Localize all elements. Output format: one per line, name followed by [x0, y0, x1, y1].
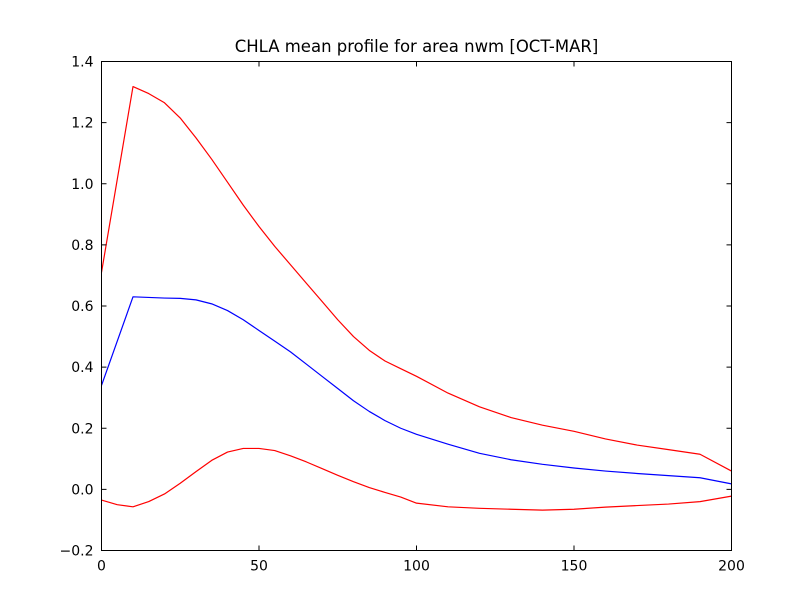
y-tick-label: 0.4 — [71, 360, 93, 376]
x-tick-label: 50 — [250, 559, 268, 575]
x-tick-label: 100 — [403, 559, 430, 575]
plot-frame — [101, 61, 732, 551]
series-line-2 — [100, 85, 732, 472]
y-tick-label: 1.0 — [71, 177, 93, 193]
series-layer — [100, 85, 732, 511]
series-line-3 — [101, 447, 732, 511]
y-tick-label: 0.8 — [71, 238, 93, 254]
y-tick-label: 0.6 — [71, 299, 93, 315]
y-tick-label: 1.4 — [71, 55, 93, 71]
y-tick-label: −0.2 — [60, 544, 94, 560]
x-tick-label: 150 — [561, 559, 588, 575]
x-tick-label: 200 — [718, 559, 745, 575]
series-line-1 — [100, 296, 732, 485]
y-tick-label: 0.2 — [71, 421, 93, 437]
chart-title: CHLA mean profile for area nwm [OCT-MAR] — [235, 37, 599, 56]
y-tick-label: 0.0 — [71, 482, 93, 498]
ticks-layer: 0 50 100 150 200 −0.2 0.0 0.2 0.4 0.6 0.8 1.0 1.2 1.4 — [60, 55, 745, 575]
y-tick-label: 1.2 — [71, 116, 93, 132]
x-tick-label: 0 — [97, 559, 106, 575]
